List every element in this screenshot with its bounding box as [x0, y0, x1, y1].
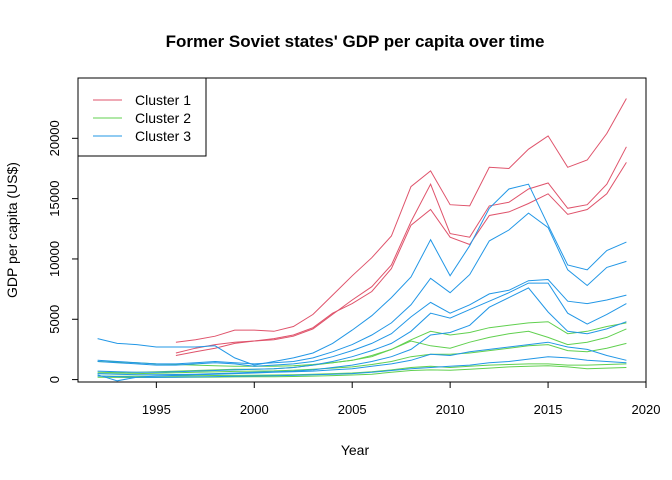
series-line-cluster-3-10	[97, 212, 627, 365]
plot-lines	[97, 98, 627, 382]
y-tick-label-0: 0	[47, 376, 62, 383]
series-line-cluster-2-4	[97, 321, 627, 367]
legend-label-cluster-1: Cluster 1	[135, 92, 191, 108]
legend: Cluster 1 Cluster 2 Cluster 3	[77, 77, 207, 157]
series-line-cluster-3-9	[97, 183, 627, 366]
x-tick-label-1995: 1995	[142, 402, 171, 417]
x-tick-label-2015: 2015	[534, 402, 563, 417]
legend-label-cluster-2: Cluster 2	[135, 110, 191, 126]
y-tick-label-5000: 5000	[47, 305, 62, 334]
series-line-cluster-3-13	[97, 287, 627, 376]
series-line-cluster-1-1	[175, 98, 627, 343]
y-axis-label: GDP per capita (US$)	[4, 162, 20, 298]
series-line-cluster-2-7	[97, 363, 627, 377]
y-axis: 0 5000 10000 15000 20000	[47, 120, 79, 383]
series-line-cluster-2-6	[97, 342, 627, 375]
x-tick-label-2005: 2005	[338, 402, 367, 417]
x-tick-label-2020: 2020	[632, 402, 661, 417]
x-tick-label-2010: 2010	[436, 402, 465, 417]
y-tick-label-15000: 15000	[47, 181, 62, 217]
series-line-cluster-3-15	[97, 356, 627, 378]
x-tick-label-2000: 2000	[240, 402, 269, 417]
y-tick-label-10000: 10000	[47, 241, 62, 277]
series-line-cluster-2-5	[97, 328, 627, 374]
legend-label-cluster-3: Cluster 3	[135, 128, 191, 144]
series-line-cluster-3-12	[97, 282, 627, 373]
legend-box	[77, 77, 207, 157]
x-axis-label: Year	[341, 442, 370, 458]
y-tick-label-20000: 20000	[47, 120, 62, 156]
series-line-cluster-1-3	[175, 162, 627, 356]
series-line-cluster-3-11	[97, 278, 627, 367]
x-axis: 1995 2000 2005 2010 2015 2020	[142, 381, 661, 417]
chart-title: Former Soviet states' GDP per capita ove…	[166, 32, 545, 51]
series-line-cluster-3-14	[97, 341, 627, 382]
